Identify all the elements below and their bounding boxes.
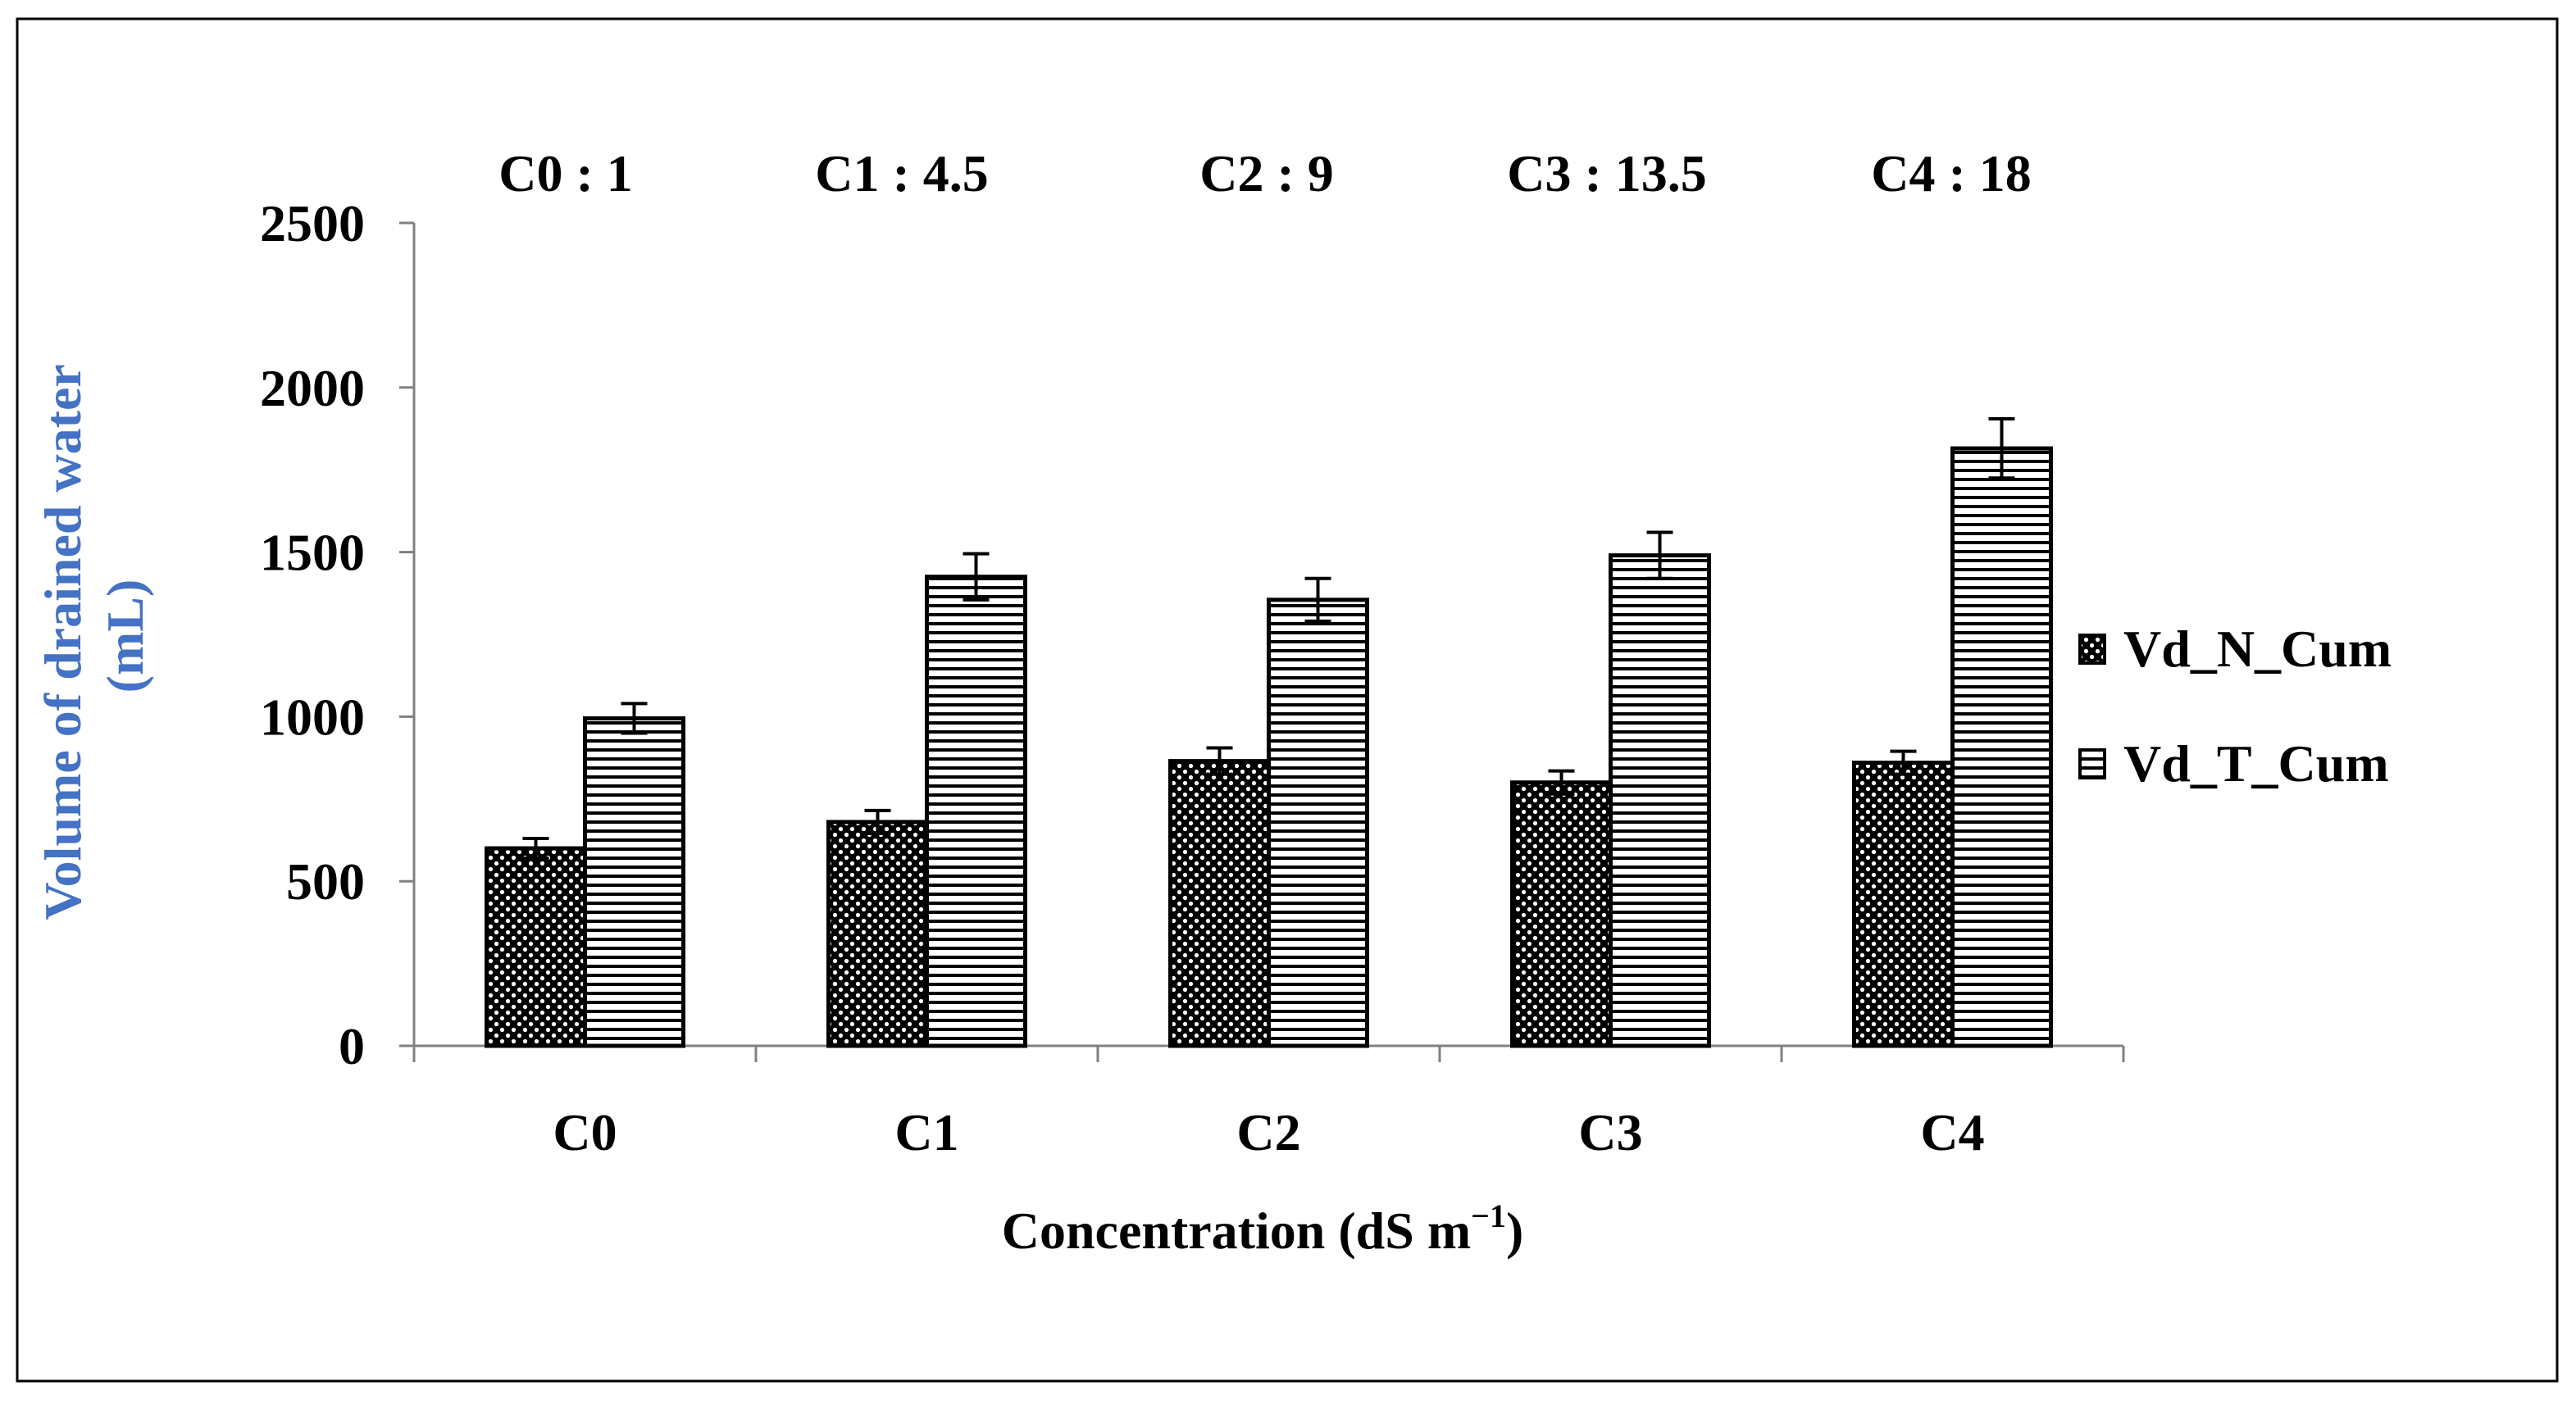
bars (485, 416, 2053, 1048)
y-tick-label: 2000 (260, 359, 365, 417)
x-tick-label: C2 (1236, 1103, 1300, 1161)
legend-swatch (2078, 634, 2106, 665)
x-axis-label-text: Concentration (dS m (1002, 1202, 1471, 1260)
y-tick-label: 2500 (260, 194, 365, 252)
x-axis-label-superscript: −1 (1471, 1197, 1506, 1234)
y-axis-label-line-2: (mL) (96, 579, 154, 693)
bar-vd-t-cum-c1 (925, 575, 1027, 1048)
y-axis: 0 500 1000 1500 2000 2500 (260, 194, 416, 1075)
bar-vd-t-cum-c2 (1267, 597, 1369, 1048)
legend-label: Vd_N_Cum (2123, 620, 2392, 678)
annotations: C0 : 1 C1 : 4.5 C2 : 9 C3 : 13.5 C4 : 18 (498, 144, 2032, 202)
bar-vd-t-cum-c0 (583, 716, 685, 1048)
y-tick-label: 1500 (260, 524, 365, 582)
bar-vd-n-cum-c4 (1852, 761, 1955, 1048)
concentration-annotation: C0 : 1 (498, 144, 633, 202)
x-tick-label: C1 (894, 1103, 958, 1161)
concentration-annotation: C4 : 18 (1871, 144, 2032, 202)
x-tick-label: C4 (1920, 1103, 1984, 1161)
bar-vd-n-cum-c2 (1168, 759, 1271, 1048)
bar-vd-n-cum-c1 (826, 820, 929, 1048)
x-axis-label: Concentration (dS m−1) (1002, 1197, 1524, 1260)
concentration-annotation: C2 : 9 (1199, 144, 1334, 202)
y-tick-label: 0 (339, 1017, 365, 1075)
y-tick-label: 500 (286, 852, 365, 911)
bar-vd-n-cum-c0 (485, 846, 587, 1048)
x-axis-label-close: ) (1506, 1202, 1523, 1260)
x-tick-label: C3 (1578, 1103, 1642, 1161)
bar-vd-n-cum-c3 (1510, 780, 1613, 1048)
legend-label: Vd_T_Cum (2123, 734, 2389, 793)
y-axis-label-line-1: Volume of drained water (34, 365, 92, 920)
bar-vd-t-cum-c3 (1609, 553, 1711, 1048)
y-axis-label: Volume of drained water (mL) (34, 352, 154, 920)
x-tick-label: C0 (553, 1103, 617, 1161)
concentration-annotation: C1 : 4.5 (815, 144, 989, 202)
concentration-annotation: C3 : 13.5 (1507, 144, 1707, 202)
bar-vd-t-cum-c4 (1950, 446, 2053, 1048)
legend-swatch (2078, 748, 2106, 779)
y-tick-label: 1000 (260, 688, 365, 746)
legend: Vd_N_Cum Vd_T_Cum (2078, 620, 2392, 793)
